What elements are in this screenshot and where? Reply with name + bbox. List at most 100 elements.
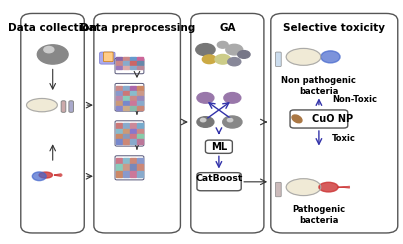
FancyBboxPatch shape <box>191 13 264 233</box>
Circle shape <box>215 54 231 64</box>
FancyBboxPatch shape <box>197 173 241 191</box>
Bar <box>123 134 129 139</box>
Bar <box>130 139 136 144</box>
FancyBboxPatch shape <box>115 156 144 180</box>
FancyBboxPatch shape <box>61 101 66 112</box>
Bar <box>123 139 129 144</box>
Bar <box>137 164 143 171</box>
Text: CatBoost: CatBoost <box>195 174 243 183</box>
Bar <box>137 139 143 144</box>
Bar <box>130 61 136 65</box>
Bar <box>137 123 143 128</box>
Bar <box>137 171 143 177</box>
Bar <box>130 106 136 110</box>
Circle shape <box>226 44 243 55</box>
Bar <box>137 106 143 110</box>
Bar <box>130 91 136 95</box>
Circle shape <box>44 47 54 53</box>
Bar <box>116 106 122 110</box>
Text: Data collection: Data collection <box>8 23 97 33</box>
Bar <box>137 91 143 95</box>
FancyBboxPatch shape <box>115 121 144 146</box>
Bar <box>130 96 136 100</box>
Bar <box>130 123 136 128</box>
Bar <box>116 91 122 95</box>
Circle shape <box>32 172 46 181</box>
Bar <box>130 134 136 139</box>
Text: Non pathogenic
bacteria: Non pathogenic bacteria <box>281 76 356 96</box>
Bar <box>130 158 136 164</box>
Bar <box>130 101 136 105</box>
Bar <box>137 129 143 133</box>
FancyBboxPatch shape <box>115 58 144 74</box>
FancyBboxPatch shape <box>69 101 73 112</box>
Text: ML: ML <box>211 142 227 152</box>
Bar <box>123 61 129 65</box>
Text: Non-Toxic: Non-Toxic <box>332 95 377 104</box>
Bar <box>123 158 129 164</box>
Circle shape <box>238 51 250 58</box>
Bar <box>116 134 122 139</box>
Bar <box>116 164 122 171</box>
Circle shape <box>197 92 214 103</box>
Bar <box>130 129 136 133</box>
FancyBboxPatch shape <box>271 13 398 233</box>
Bar <box>116 61 122 65</box>
Ellipse shape <box>286 179 321 196</box>
Ellipse shape <box>319 182 338 192</box>
Text: Selective toxicity: Selective toxicity <box>283 23 385 33</box>
Circle shape <box>228 58 241 66</box>
Bar <box>130 86 136 91</box>
Text: Toxic: Toxic <box>332 134 356 143</box>
Bar <box>116 158 122 164</box>
Text: Data preprocessing: Data preprocessing <box>79 23 195 33</box>
Bar <box>137 134 143 139</box>
Bar <box>116 123 122 128</box>
Bar <box>116 96 122 100</box>
Ellipse shape <box>286 48 321 65</box>
Circle shape <box>223 116 242 128</box>
Bar <box>130 171 136 177</box>
Circle shape <box>200 118 206 122</box>
Circle shape <box>202 55 216 64</box>
Bar <box>137 57 143 61</box>
Bar <box>137 158 143 164</box>
Circle shape <box>321 51 340 63</box>
Circle shape <box>196 44 215 56</box>
Circle shape <box>227 118 233 122</box>
Bar <box>123 164 129 171</box>
Bar <box>123 91 129 95</box>
Bar <box>123 106 129 110</box>
Circle shape <box>224 92 241 103</box>
Bar <box>116 171 122 177</box>
FancyBboxPatch shape <box>115 83 144 111</box>
Bar <box>130 57 136 61</box>
Bar <box>137 86 143 91</box>
FancyBboxPatch shape <box>206 140 233 153</box>
Bar <box>116 129 122 133</box>
Bar <box>137 66 143 69</box>
Bar <box>116 66 122 69</box>
Bar <box>123 96 129 100</box>
FancyBboxPatch shape <box>100 52 115 64</box>
Text: CuO NP: CuO NP <box>312 114 353 124</box>
FancyBboxPatch shape <box>104 52 113 62</box>
Bar <box>123 129 129 133</box>
Text: Pathogenic
bacteria: Pathogenic bacteria <box>292 205 345 225</box>
Bar <box>116 57 122 61</box>
FancyBboxPatch shape <box>94 13 181 233</box>
FancyBboxPatch shape <box>275 182 281 197</box>
Bar <box>137 101 143 105</box>
Bar <box>123 171 129 177</box>
Bar <box>137 96 143 100</box>
Bar <box>116 101 122 105</box>
Bar <box>116 86 122 91</box>
Ellipse shape <box>27 99 57 112</box>
Bar <box>123 66 129 69</box>
Circle shape <box>217 41 228 48</box>
Bar <box>123 57 129 61</box>
Bar <box>123 123 129 128</box>
Ellipse shape <box>39 172 52 178</box>
Circle shape <box>37 45 68 64</box>
Bar <box>123 101 129 105</box>
